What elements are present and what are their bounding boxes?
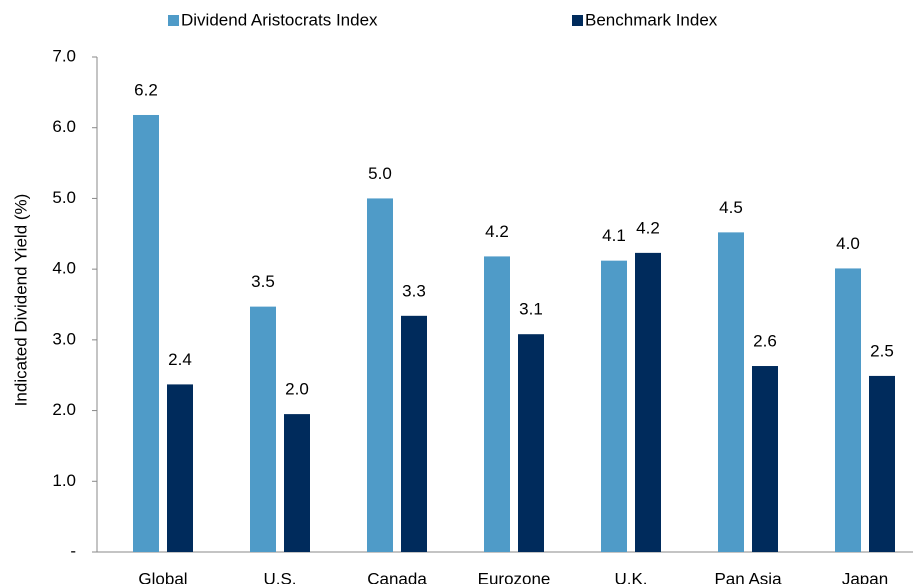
- value-label: 2.4: [168, 350, 192, 369]
- bar: [284, 414, 310, 552]
- x-tick-label: Japan: [842, 569, 888, 584]
- bar: [635, 252, 661, 552]
- value-label: 3.3: [402, 281, 426, 300]
- value-label: 6.2: [134, 80, 158, 99]
- value-label: 3.1: [519, 300, 543, 319]
- value-label: 4.2: [485, 222, 509, 241]
- y-tick-label: 4.0: [52, 259, 76, 278]
- x-tick-label: Eurozone: [478, 569, 551, 584]
- legend-swatch: [168, 15, 179, 26]
- bar: [367, 198, 393, 552]
- bar: [167, 384, 193, 552]
- bar: [718, 232, 744, 552]
- bar: [752, 366, 778, 552]
- x-tick-label: U.S.: [263, 569, 296, 584]
- x-tick-label: Canada: [367, 569, 427, 584]
- bar: [869, 375, 895, 552]
- bar: [250, 306, 276, 552]
- bar: [401, 315, 427, 552]
- value-label: 4.2: [636, 218, 660, 237]
- y-tick-label: 3.0: [52, 329, 76, 348]
- bar: [484, 256, 510, 552]
- y-axis-label: Indicated Dividend Yield (%): [11, 194, 30, 407]
- y-tick-label: 1.0: [52, 471, 76, 490]
- value-label: 2.0: [285, 380, 309, 399]
- value-label: 5.0: [368, 164, 392, 183]
- x-tick-label: U.K.: [614, 569, 647, 584]
- value-label: 2.5: [870, 341, 894, 360]
- value-label: 2.6: [753, 332, 777, 351]
- x-tick-label: Pan Asia: [714, 569, 782, 584]
- bar: [835, 268, 861, 552]
- value-label: 4.0: [836, 234, 860, 253]
- x-tick-label: Global: [138, 569, 187, 584]
- value-label: 4.1: [602, 226, 626, 245]
- y-tick-label: -: [70, 541, 76, 560]
- y-tick-label: 7.0: [52, 46, 76, 65]
- legend-swatch: [572, 15, 583, 26]
- legend-label: Benchmark Index: [585, 10, 718, 29]
- y-tick-label: 6.0: [52, 117, 76, 136]
- value-label: 4.5: [719, 198, 743, 217]
- bar: [133, 114, 159, 552]
- bar: [518, 334, 544, 552]
- y-tick-label: 5.0: [52, 188, 76, 207]
- legend-label: Dividend Aristocrats Index: [181, 10, 378, 29]
- bar: [601, 260, 627, 552]
- y-tick-label: 2.0: [52, 400, 76, 419]
- value-label: 3.5: [251, 272, 275, 291]
